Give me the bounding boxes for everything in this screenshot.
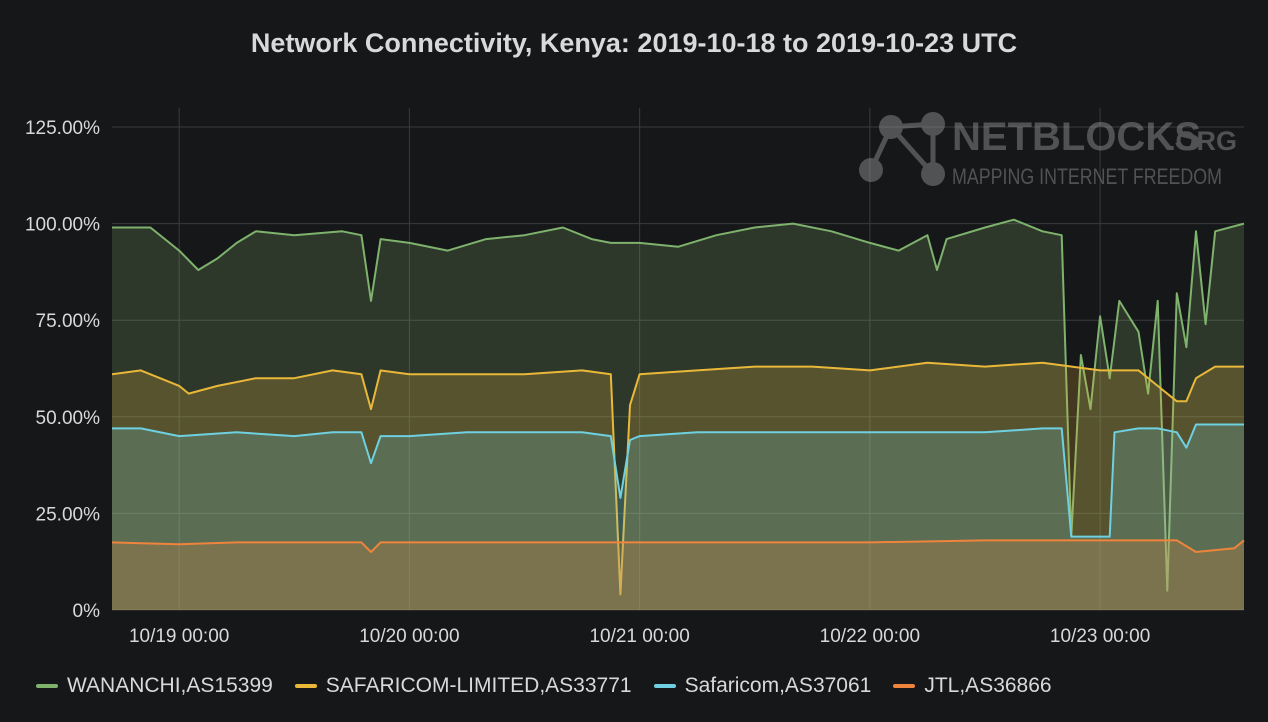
- series-area-3: [112, 540, 1244, 610]
- axis-labels: 125.00% 100.00% 75.00% 50.00% 25.00% 0% 10/19 …: [25, 118, 1150, 647]
- legend-label: WANANCHI,AS15399: [67, 674, 273, 697]
- watermark-tagline: MAPPING INTERNET FREEDOM: [952, 164, 1222, 189]
- y-tick-label: 125.00%: [25, 118, 100, 139]
- series-line-1: [111, 361, 1244, 596]
- series-area-2: [112, 424, 1244, 610]
- chart-title: Network Connectivity, Kenya: 2019-10-18 …: [250, 28, 1018, 58]
- y-tick-label: 25.00%: [36, 504, 101, 525]
- series-line-2: [112, 423, 1244, 538]
- series-areas: [111, 218, 1245, 610]
- watermark-brand: NETBLOCKS: [952, 115, 1201, 159]
- x-tick-label: 10/22 00:00: [820, 626, 920, 647]
- legend-swatch: [36, 684, 58, 688]
- series-area-0: [112, 219, 1244, 610]
- y-tick-label: 75.00%: [36, 311, 101, 332]
- legend-swatch: [653, 684, 676, 688]
- legend-label: SAFARICOM-LIMITED,AS33771: [325, 674, 632, 697]
- legend-item[interactable]: JTL,AS36866: [893, 674, 1052, 698]
- legend: WANANCHI,AS15399 SAFARICOM-LIMITED,AS3377…: [36, 674, 1074, 698]
- x-tick-label: 10/21 00:00: [589, 626, 689, 647]
- y-tick-label: 0%: [73, 601, 101, 622]
- legend-item[interactable]: Safaricom,AS37061: [653, 674, 872, 698]
- x-tick-label: 10/19 00:00: [129, 626, 229, 647]
- legend-swatch: [294, 684, 317, 688]
- series-area-1: [112, 362, 1244, 610]
- legend-item[interactable]: SAFARICOM-LIMITED,AS33771: [294, 674, 632, 698]
- legend-label: Safaricom,AS37061: [684, 674, 872, 697]
- series-line-0: [112, 218, 1245, 592]
- legend-item[interactable]: WANANCHI,AS15399: [36, 674, 273, 698]
- watermark-suffix: .ORG: [1168, 126, 1237, 156]
- netblocks-watermark: NETBLOCKS .ORG MAPPING INTERNET FREEDOM: [859, 112, 1237, 189]
- netblocks-logo-icon: [859, 112, 945, 186]
- x-tick-label: 10/23 00:00: [1050, 626, 1150, 647]
- grid-lines: [112, 108, 1244, 611]
- legend-swatch: [893, 684, 916, 688]
- y-tick-label: 100.00%: [25, 215, 100, 236]
- legend-label: JTL,AS36866: [924, 674, 1052, 697]
- series-line-3: [111, 539, 1245, 553]
- x-tick-label: 10/20 00:00: [359, 626, 459, 647]
- y-tick-label: 50.00%: [36, 408, 101, 429]
